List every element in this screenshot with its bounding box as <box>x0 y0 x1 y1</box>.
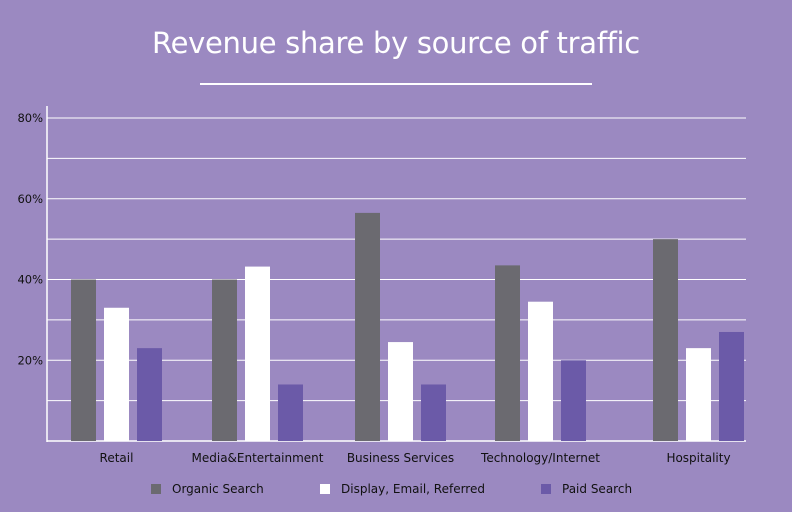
legend-swatch <box>541 484 551 494</box>
bar-paid-search <box>421 384 446 441</box>
y-tick-label: 80% <box>17 111 43 125</box>
bar-paid-search <box>137 348 162 441</box>
bar-organic-search <box>355 212 380 441</box>
bar-paid-search <box>719 331 744 441</box>
x-tick-label: Hospitality <box>666 451 730 465</box>
legend-label: Display, Email, Referred <box>341 482 485 496</box>
bar-display-email-referred <box>245 266 270 441</box>
x-tick-label: Media&Entertainment <box>192 451 324 465</box>
bar-display-email-referred <box>528 301 553 441</box>
bar-display-email-referred <box>104 307 129 441</box>
legend-label: Paid Search <box>562 482 632 496</box>
y-tick-label: 40% <box>17 273 43 287</box>
chart-title: Revenue share by source of traffic <box>152 26 640 60</box>
x-tick-label: Technology/Internet <box>480 451 600 465</box>
y-tick-label: 20% <box>17 353 43 367</box>
y-tick-label: 60% <box>17 192 43 206</box>
title-underline <box>200 83 592 85</box>
bar-paid-search <box>278 384 303 441</box>
legend-label: Organic Search <box>172 482 264 496</box>
legend-swatch <box>320 484 330 494</box>
x-tick-label: Business Services <box>347 451 454 465</box>
bar-paid-search <box>561 360 586 441</box>
legend-swatch <box>151 484 161 494</box>
x-tick-label: Retail <box>100 451 134 465</box>
bar-display-email-referred <box>388 342 413 441</box>
bar-display-email-referred <box>686 348 711 441</box>
bar-organic-search <box>212 279 237 441</box>
bar-organic-search <box>495 265 520 441</box>
bar-organic-search <box>71 279 96 441</box>
bar-organic-search <box>653 239 678 441</box>
